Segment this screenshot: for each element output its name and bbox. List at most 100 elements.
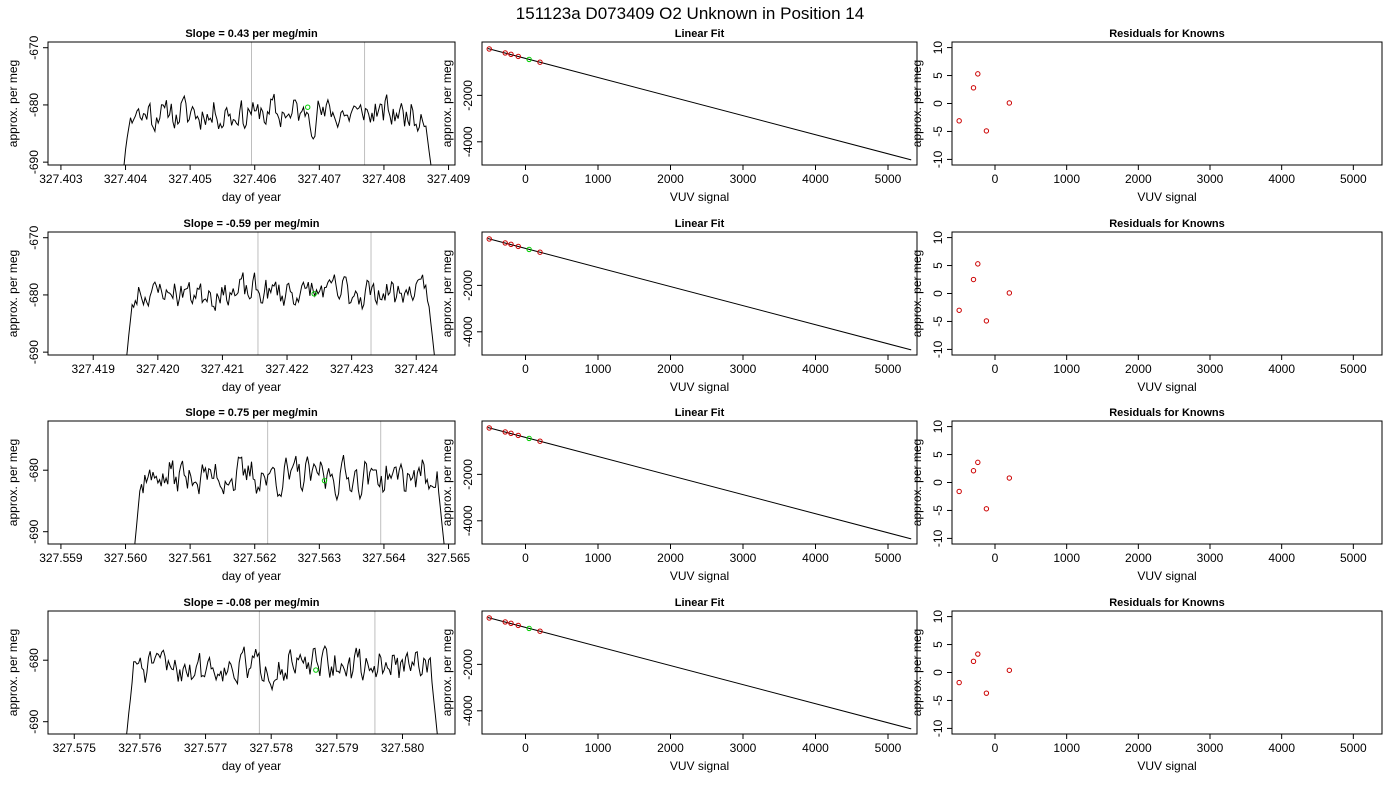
x-tick-label: 327.403 <box>39 172 83 186</box>
x-tick-label: 1000 <box>585 362 612 376</box>
x-tick-label: 0 <box>522 172 529 186</box>
x-tick-label: 5000 <box>875 362 902 376</box>
known-point <box>486 236 492 242</box>
x-axis-label: day of year <box>222 190 281 204</box>
x-tick-label: 327.579 <box>315 741 359 755</box>
y-tick-label: -690 <box>27 519 41 543</box>
panel-title: Linear Fit <box>675 407 725 419</box>
y-tick-label: -10 <box>931 150 945 168</box>
y-tick-label: -680 <box>27 458 41 482</box>
x-axis-label: VUV signal <box>670 380 729 394</box>
x-tick-label: 327.404 <box>104 172 148 186</box>
figure-title: 151123a D073409 O2 Unknown in Position 1… <box>516 4 864 23</box>
y-axis-label: approx. per meg <box>440 250 454 337</box>
y-tick-label: 10 <box>931 420 945 434</box>
y-axis-label: approx. per meg <box>6 60 20 147</box>
panels: Slope = 0.43 per meg/min 327.403 327.404 32… <box>6 28 1383 773</box>
panel-2: Residuals for Knowns 0 1000 2000 3000 4000 500… <box>910 28 1383 204</box>
known-point <box>1006 667 1013 673</box>
x-tick-label: 1000 <box>1053 551 1080 565</box>
x-tick-label: 327.405 <box>168 172 212 186</box>
known-point <box>515 622 521 629</box>
x-tick-label: 1000 <box>585 741 612 755</box>
panel-title: Linear Fit <box>675 28 725 40</box>
y-tick-label: -2000 <box>461 80 475 111</box>
plot-area <box>134 421 445 544</box>
x-axis-label: day of year <box>222 569 281 583</box>
x-axis-label: VUV signal <box>670 759 729 773</box>
plot-area <box>126 232 435 355</box>
x-tick-label: 2000 <box>1125 172 1152 186</box>
y-tick-label: -5 <box>931 316 945 327</box>
x-tick-label: 1000 <box>1053 172 1080 186</box>
panel-8: Residuals for Knowns 0 1000 2000 3000 4000 500… <box>910 407 1383 583</box>
y-tick-label: 5 <box>931 451 945 458</box>
known-point <box>502 50 508 56</box>
y-tick-label: 10 <box>931 41 945 55</box>
plot-area <box>956 651 1013 696</box>
y-tick-label: -2000 <box>461 270 475 301</box>
x-tick-label: 327.424 <box>395 362 439 376</box>
x-tick-label: 2000 <box>1125 362 1152 376</box>
known-point <box>515 53 521 60</box>
y-tick-label: -4000 <box>461 505 475 536</box>
x-tick-label: 327.576 <box>118 741 162 755</box>
x-tick-label: 327.563 <box>298 551 342 565</box>
x-tick-label: 1000 <box>1053 362 1080 376</box>
x-tick-label: 327.561 <box>168 551 212 565</box>
known-point <box>1006 475 1013 481</box>
y-tick-label: 0 <box>931 669 945 676</box>
panel-title: Slope = -0.08 per meg/min <box>183 597 319 609</box>
x-tick-label: 4000 <box>1268 551 1295 565</box>
x-tick-label: 0 <box>522 362 529 376</box>
known-point <box>975 459 981 466</box>
known-point <box>956 679 962 686</box>
x-tick-label: 327.562 <box>233 551 277 565</box>
panel-3: Slope = -0.59 per meg/min 327.419 327.420 3… <box>6 218 456 394</box>
x-tick-label: 4000 <box>802 172 829 186</box>
x-tick-label: 2000 <box>657 741 684 755</box>
known-point <box>975 651 981 657</box>
x-tick-label: 327.406 <box>233 172 277 186</box>
y-tick-label: -670 <box>27 35 41 59</box>
panel-1: Linear Fit 0 1000 2000 3000 4000 5000 -4000 -200… <box>440 28 918 204</box>
plot-area <box>123 42 432 165</box>
known-point <box>983 690 990 696</box>
y-tick-label: 10 <box>931 610 945 624</box>
unknown-marker <box>311 291 317 297</box>
panel-title: Slope = 0.75 per meg/min <box>185 407 318 419</box>
known-point <box>515 243 521 250</box>
x-tick-label: 2000 <box>657 172 684 186</box>
y-tick-label: 0 <box>931 290 945 297</box>
panel-7: Linear Fit 0 1000 2000 3000 4000 5000 -4000 -200… <box>440 407 918 583</box>
panel-title: Linear Fit <box>675 597 725 609</box>
y-tick-label: -10 <box>931 719 945 737</box>
y-axis-label: approx. per meg <box>440 629 454 716</box>
x-tick-label: 0 <box>522 741 529 755</box>
y-axis-label: approx. per meg <box>440 60 454 147</box>
panel-title: Linear Fit <box>675 218 725 230</box>
fit-line <box>487 238 912 351</box>
x-tick-label: 3000 <box>1197 172 1224 186</box>
y-tick-label: -4000 <box>461 316 475 347</box>
plot-frame <box>47 41 456 166</box>
x-tick-label: 3000 <box>1197 551 1224 565</box>
unknown-point <box>526 56 532 63</box>
known-point <box>486 46 492 52</box>
x-tick-label: 3000 <box>1197 362 1224 376</box>
y-tick-label: -680 <box>27 648 41 672</box>
x-tick-label: 1000 <box>585 172 612 186</box>
plot-frame <box>47 610 456 735</box>
x-tick-label: 2000 <box>1125 551 1152 565</box>
x-tick-label: 327.422 <box>265 362 309 376</box>
x-tick-label: 3000 <box>730 172 757 186</box>
known-point <box>502 619 508 625</box>
x-tick-label: 5000 <box>1340 551 1367 565</box>
panel-9: Slope = -0.08 per meg/min 327.575 327.576 3… <box>6 597 456 773</box>
panel-title: Residuals for Knowns <box>1109 407 1225 419</box>
y-tick-label: -690 <box>27 709 41 733</box>
y-tick-label: -690 <box>27 340 41 364</box>
plot-area <box>956 71 1013 134</box>
x-tick-label: 0 <box>992 551 999 565</box>
